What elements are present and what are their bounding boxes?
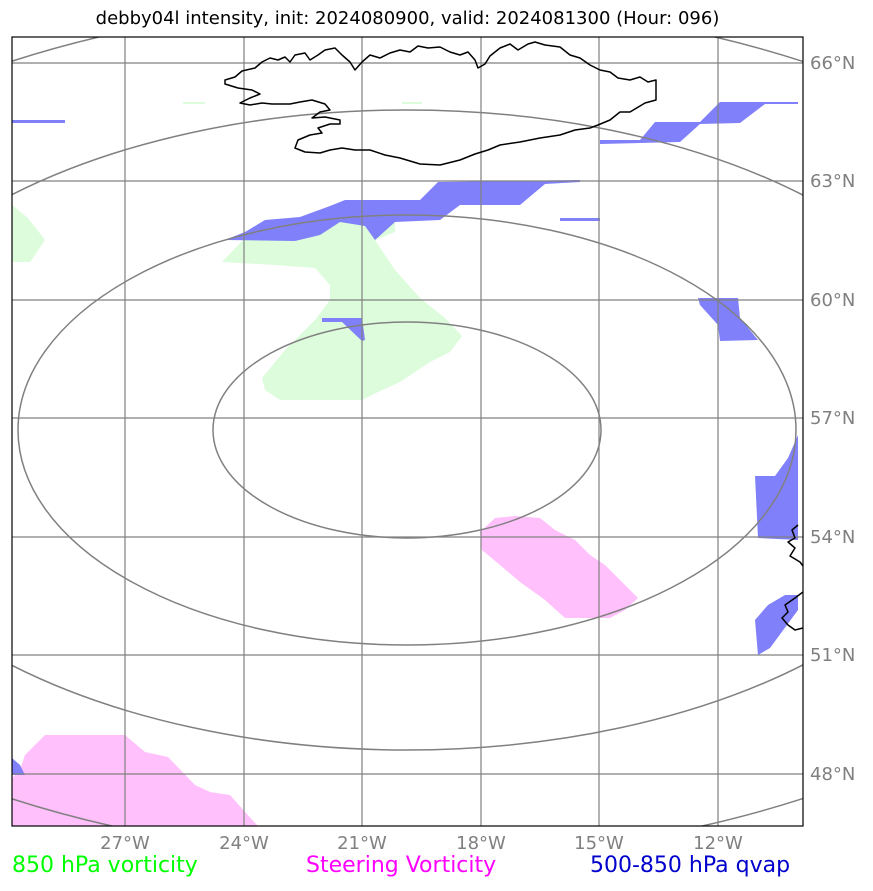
steering-vorticity-area-east bbox=[480, 516, 638, 618]
vorticity-850-speck-1 bbox=[183, 102, 205, 104]
vorticity-850-regions bbox=[12, 102, 462, 400]
qvap-patch-east bbox=[698, 298, 758, 341]
lat-label-51n: 51°N bbox=[810, 645, 855, 666]
lat-label-66n: 66°N bbox=[810, 53, 855, 74]
steering-vorticity-regions bbox=[12, 516, 638, 826]
range-ring-inner bbox=[212, 321, 602, 539]
range-ring-middle bbox=[17, 214, 797, 646]
steering-vorticity-area-southwest bbox=[12, 735, 258, 826]
qvap-patch-small bbox=[560, 218, 600, 221]
lat-label-60n: 60°N bbox=[810, 290, 855, 311]
qvap-band-main bbox=[225, 180, 580, 241]
lon-label-18w: 18°W bbox=[456, 833, 506, 854]
legend-qvap: 500-850 hPa qvap bbox=[590, 853, 791, 878]
coastlines bbox=[224, 41, 803, 631]
legend-steering-vorticity: Steering Vorticity bbox=[306, 853, 497, 878]
range-ring-outermost bbox=[12, 37, 803, 826]
qvap-patch-center bbox=[322, 318, 365, 341]
lon-label-15w: 15°W bbox=[574, 833, 624, 854]
vorticity-850-area-west bbox=[12, 205, 45, 262]
vorticity-850-speck-2 bbox=[402, 102, 422, 104]
qvap-patch-southeast bbox=[755, 595, 798, 655]
vorticity-850-area-central bbox=[222, 218, 462, 400]
lat-label-54n: 54°N bbox=[810, 527, 855, 548]
lat-label-48n: 48°N bbox=[810, 764, 855, 785]
qvap-strip-west bbox=[12, 120, 65, 123]
lon-label-12w: 12°W bbox=[693, 833, 743, 854]
graticule bbox=[12, 37, 803, 826]
lat-label-63n: 63°N bbox=[810, 171, 855, 192]
map-title: debby04l intensity, init: 2024080900, va… bbox=[95, 8, 720, 29]
lon-label-21w: 21°W bbox=[337, 833, 387, 854]
iceland-coast bbox=[224, 41, 657, 166]
scotland-coast bbox=[787, 524, 803, 567]
plot-frame bbox=[11, 36, 804, 827]
range-rings bbox=[12, 37, 803, 826]
legend-850-vorticity: 850 hPa vorticity bbox=[12, 853, 198, 878]
lat-label-57n: 57°N bbox=[810, 408, 855, 429]
lon-label-24w: 24°W bbox=[219, 833, 269, 854]
qvap-band-northeast bbox=[600, 102, 798, 144]
qvap-patch-ireland bbox=[755, 435, 798, 540]
latitude-labels: 66°N 63°N 60°N 57°N 54°N 51°N 48°N bbox=[810, 53, 855, 785]
longitude-labels: 27°W 24°W 21°W 18°W 15°W 12°W bbox=[100, 833, 743, 854]
qvap-regions bbox=[12, 102, 798, 775]
range-ring-outer bbox=[12, 109, 803, 751]
ireland-coast bbox=[781, 591, 803, 631]
lon-label-27w: 27°W bbox=[100, 833, 150, 854]
qvap-patch-corner bbox=[12, 758, 25, 775]
